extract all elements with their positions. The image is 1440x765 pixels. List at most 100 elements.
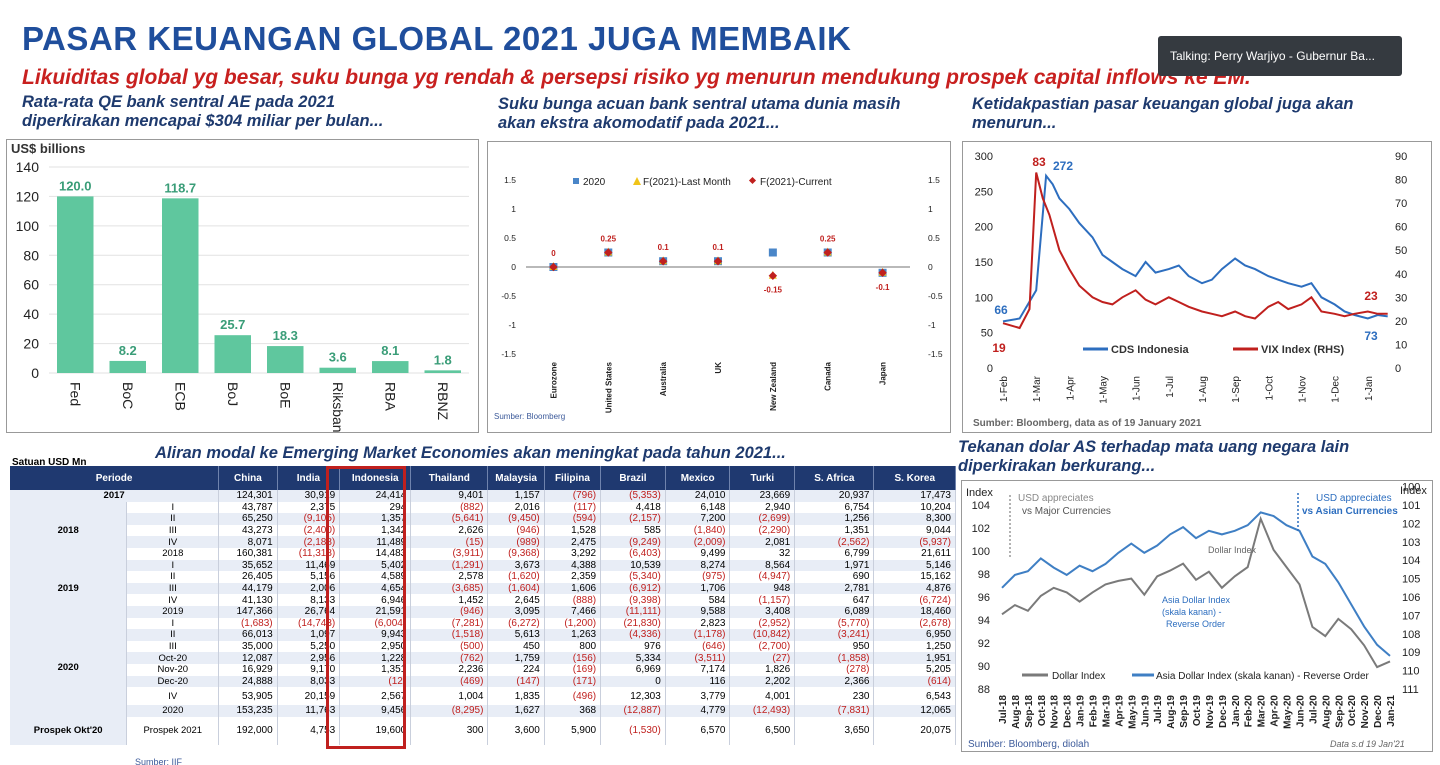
rates-x-label: Japan — [879, 362, 888, 385]
rates-x-label: UK — [714, 362, 723, 374]
qe-unit-label: US$ billions — [11, 141, 85, 156]
rates-x-label: Eurozone — [549, 361, 558, 398]
value-cell: (989) — [487, 536, 545, 548]
cds-vix-line-chart: 0 50 100 150 200 250 300 0 10 20 30 40 50 60 70 80 90 1-F… — [973, 151, 1407, 429]
value-cell: 11,469 — [277, 559, 341, 572]
usd-axis-title-right: Index — [1400, 485, 1427, 497]
value-cell: 8,300 — [873, 513, 956, 525]
rates-y-tick-left: 0 — [511, 262, 516, 272]
cds-x-label: 1-Nov — [1297, 376, 1308, 403]
usd-annotation: Reverse Order — [1166, 619, 1225, 629]
value-cell: (3,911) — [410, 547, 489, 560]
value-cell: (9,398) — [600, 594, 666, 606]
usd-y-tick-left: 98 — [978, 569, 990, 581]
value-cell: 15,162 — [873, 571, 956, 583]
value-cell: 1,097 — [277, 629, 341, 641]
value-cell: (117) — [544, 501, 602, 514]
value-cell: 5,334 — [600, 652, 666, 664]
usd-x-label: Sep-20 — [1334, 695, 1345, 728]
rates-x-label: Australia — [659, 361, 668, 396]
value-cell: 32 — [729, 547, 796, 560]
usd-x-label: Jan-21 — [1386, 695, 1397, 727]
value-cell: 17,473 — [873, 490, 956, 502]
usd-x-label: Sep-19 — [1179, 695, 1190, 728]
usd-x-label: Aug-19 — [1166, 695, 1177, 729]
value-cell: 6,950 — [873, 629, 956, 641]
value-cell: 5,250 — [277, 640, 341, 653]
value-cell: 192,000 — [218, 716, 278, 745]
value-cell: 3,095 — [487, 605, 545, 618]
usd-y-tick-left: 94 — [978, 615, 990, 627]
cds-y-tick-right: 10 — [1395, 339, 1407, 351]
usd-x-label: Feb-20 — [1244, 695, 1255, 728]
table-header-cell: Filipina — [544, 466, 602, 490]
value-cell: 2,366 — [794, 675, 875, 688]
value-cell: 153,235 — [218, 705, 278, 717]
qe-y-tick: 120 — [16, 188, 40, 204]
value-cell: (496) — [544, 687, 602, 706]
value-cell: 6,754 — [794, 501, 875, 514]
qe-y-tick: 40 — [23, 306, 39, 322]
usd-axis-title-left: Index — [966, 487, 993, 499]
value-cell: 24,414 — [339, 490, 412, 502]
usd-x-label: May-19 — [1127, 695, 1138, 729]
subperiod-cell: Prospek 2021 — [126, 716, 220, 745]
value-cell: 41,130 — [218, 594, 278, 606]
usd-x-label: Dec-19 — [1218, 695, 1229, 728]
table-row: Prospek Okt'20 Prospek 2021 192,000 4,753 19… — [10, 716, 956, 745]
value-cell: 11,763 — [277, 705, 341, 717]
qe-bar-chart: US$ billions 0 20 40 60 80 100 120 140 120.0 Fed 8.… — [11, 141, 469, 441]
usd-x-label: Aug-20 — [1321, 695, 1332, 729]
qe-x-label: BoJ — [225, 382, 241, 406]
value-cell: 4,418 — [600, 501, 666, 514]
value-cell: 6,500 — [729, 716, 796, 745]
value-cell: (1,200) — [544, 617, 602, 630]
value-cell: 35,000 — [218, 640, 278, 653]
subperiod-cell: 2019 — [126, 605, 220, 618]
caption-uncertainty-line1: Ketidakpastian pasar keuangan global jug… — [972, 95, 1354, 113]
table-unit: Satuan USD Mn — [12, 457, 87, 468]
usd-y-tick-right: 100 — [1402, 482, 1420, 494]
value-cell: 1,528 — [544, 524, 602, 537]
cds-y-tick-right: 90 — [1395, 151, 1407, 163]
subperiod-cell: Nov-20 — [126, 663, 220, 676]
cds-y-tick-left: 150 — [975, 257, 993, 269]
value-cell: 1,250 — [873, 640, 956, 653]
value-cell: 43,273 — [218, 524, 278, 537]
rates-y-tick-left: -1 — [508, 320, 516, 330]
subperiod-cell: II — [126, 629, 220, 641]
usd-asia-dollar-line — [1001, 511, 1391, 657]
caption-usd-line1: Tekanan dolar AS terhadap mata uang nega… — [958, 438, 1350, 456]
value-cell: 2,016 — [487, 501, 545, 514]
caption-usd-line2: diperkirakan berkurang... — [958, 457, 1156, 475]
value-cell: (147) — [487, 675, 545, 688]
value-cell: (11,318) — [277, 547, 341, 560]
table-row: IV 41,130 8,133 6,946 1,452 2,645 (888) (9,398)… — [10, 594, 956, 606]
value-cell: (2,678) — [873, 617, 956, 630]
cds-y-tick-right: 40 — [1395, 269, 1407, 281]
usd-x-label: Jan-20 — [1231, 695, 1242, 727]
value-cell: (11,111) — [600, 605, 666, 618]
value-cell: (946) — [487, 524, 545, 537]
value-cell: (2,157) — [600, 513, 666, 525]
value-cell: 5,402 — [339, 559, 412, 572]
usd-y-tick-left: 100 — [972, 546, 990, 558]
vix-legend-label: VIX Index (RHS) — [1261, 344, 1344, 356]
page-subtitle: Likuiditas global yg besar, suku bunga y… — [22, 66, 1251, 89]
value-cell: 12,087 — [218, 652, 278, 664]
subperiod-cell: IV — [126, 687, 220, 706]
usd-y-tick-right: 108 — [1402, 629, 1420, 641]
table-header-cell: Periode — [10, 466, 220, 490]
value-cell: (1,530) — [600, 716, 666, 745]
value-cell: 2,475 — [544, 536, 602, 548]
value-cell: 6,089 — [794, 605, 875, 618]
talking-badge[interactable]: Talking: Perry Warjiyo - Gubernur Ba... — [1158, 36, 1402, 76]
value-cell: (6,403) — [600, 547, 666, 560]
value-cell: 948 — [729, 582, 796, 595]
value-cell: 12,303 — [600, 687, 666, 706]
cds-y-tick-right: 30 — [1395, 292, 1407, 304]
usd-annotation: Dollar Index — [1208, 545, 1257, 555]
value-cell: (6,272) — [487, 617, 545, 630]
value-cell: (946) — [410, 605, 489, 618]
rates-data-label: -0.15 — [764, 286, 783, 295]
